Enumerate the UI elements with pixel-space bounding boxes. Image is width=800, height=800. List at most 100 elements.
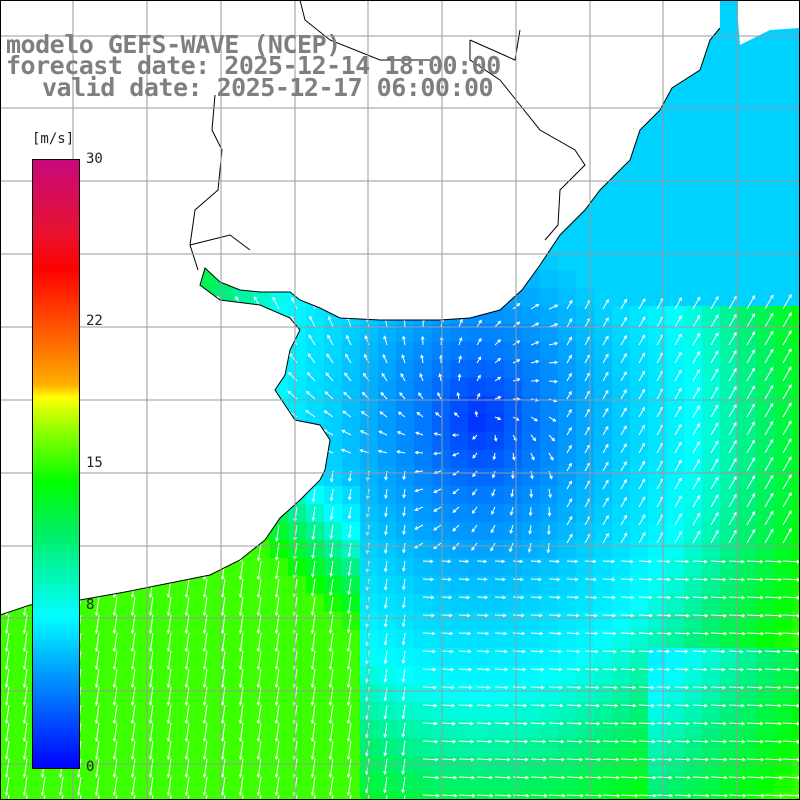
- wind-cell: [738, 306, 757, 325]
- wind-cell: [324, 540, 343, 559]
- wind-cell: [702, 684, 721, 703]
- wind-arrow: [674, 297, 682, 310]
- wind-cell: [594, 612, 613, 631]
- wind-arrow: [548, 360, 559, 365]
- wind-arrow: [764, 474, 774, 490]
- wind-cell: [198, 774, 217, 793]
- wind-arrow: [384, 488, 388, 500]
- wind-arrow: [656, 757, 673, 762]
- wind-arrow: [547, 506, 552, 517]
- wind-arrow: [692, 631, 709, 636]
- wind-arrow: [94, 704, 100, 725]
- wind-arrow: [130, 704, 136, 725]
- wind-cell: [450, 486, 469, 505]
- wind-arrow: [274, 776, 280, 797]
- wind-cell: [486, 378, 505, 397]
- wind-cell: [180, 792, 199, 800]
- wind-cell: [396, 432, 415, 451]
- wind-arrow: [746, 739, 764, 744]
- wind-arrow: [422, 721, 438, 726]
- wind-arrow: [710, 512, 719, 526]
- wind-cell: [630, 522, 649, 541]
- wind-cell: [774, 306, 793, 325]
- wind-arrow: [400, 372, 406, 382]
- wind-cell: [720, 18, 739, 37]
- wind-arrow: [584, 595, 598, 600]
- wind-cell: [414, 540, 433, 559]
- wind-cell: [792, 450, 800, 469]
- wind-cell: [324, 630, 343, 649]
- wind-cell: [738, 396, 757, 415]
- wind-cell: [108, 684, 127, 703]
- wind-arrow: [710, 386, 719, 400]
- wind-cell: [756, 180, 775, 199]
- wind-arrow: [548, 452, 554, 461]
- wind-cell: [666, 504, 685, 523]
- wind-cell: [558, 342, 577, 361]
- wind-cell: [486, 396, 505, 415]
- wind-arrow: [602, 793, 621, 798]
- wind-arrow: [674, 423, 682, 436]
- wind-cell: [666, 162, 685, 181]
- wind-cell: [684, 432, 703, 451]
- wind-cell: [756, 522, 775, 541]
- wind-cell: [252, 792, 271, 800]
- wind-cell: [360, 360, 379, 379]
- wind-arrow: [566, 480, 572, 490]
- wind-arrow: [458, 336, 463, 346]
- wind-cell: [468, 612, 487, 631]
- wind-arrow: [494, 577, 506, 582]
- wind-arrow: [602, 425, 609, 436]
- wind-cell: [630, 630, 649, 649]
- wind-cell: [234, 720, 253, 739]
- wind-cell: [378, 792, 397, 800]
- wind-arrow: [238, 632, 244, 653]
- wind-arrow: [202, 704, 208, 725]
- wind-arrow: [764, 793, 784, 798]
- wind-cell: [396, 792, 415, 800]
- wind-cell: [288, 666, 307, 685]
- wind-arrow: [620, 371, 627, 382]
- wind-arrow: [656, 703, 672, 708]
- wind-arrow: [380, 391, 388, 400]
- wind-arrow: [347, 506, 352, 520]
- wind-arrow: [220, 650, 226, 671]
- wind-cell: [756, 360, 775, 379]
- wind-arrow: [458, 355, 462, 364]
- wind-cell: [702, 126, 721, 145]
- wind-cell: [684, 162, 703, 181]
- wind-cell: [666, 594, 685, 613]
- wind-arrow: [692, 703, 708, 708]
- wind-arrow: [566, 793, 585, 798]
- wind-arrow: [548, 775, 566, 780]
- wind-cell: [486, 720, 505, 739]
- wind-arrow: [452, 452, 460, 457]
- wind-cell: [558, 414, 577, 433]
- wind-arrow: [202, 740, 208, 761]
- wind-arrow: [220, 758, 226, 779]
- wind-arrow: [602, 335, 609, 346]
- wind-cell: [792, 306, 800, 325]
- wind-cell: [522, 756, 541, 775]
- wind-cell: [90, 612, 109, 631]
- wind-arrow: [566, 318, 573, 328]
- wind-arrow: [511, 470, 515, 480]
- wind-arrow: [620, 793, 639, 798]
- wind-cell: [486, 738, 505, 757]
- wind-cell: [648, 504, 667, 523]
- wind-arrow: [710, 721, 727, 726]
- wind-cell: [306, 684, 325, 703]
- wind-cell: [522, 648, 541, 667]
- wind-cell: [0, 612, 19, 631]
- wind-cell: [360, 432, 379, 451]
- wind-arrow: [476, 667, 491, 672]
- wind-arrow: [130, 758, 136, 779]
- wind-cell: [702, 540, 721, 559]
- wind-cell: [180, 720, 199, 739]
- wind-arrow: [402, 335, 406, 346]
- wind-cell: [306, 648, 325, 667]
- wind-cell: [540, 342, 559, 361]
- wind-cell: [342, 774, 361, 793]
- wind-arrow: [476, 559, 488, 564]
- wind-cell: [558, 306, 577, 325]
